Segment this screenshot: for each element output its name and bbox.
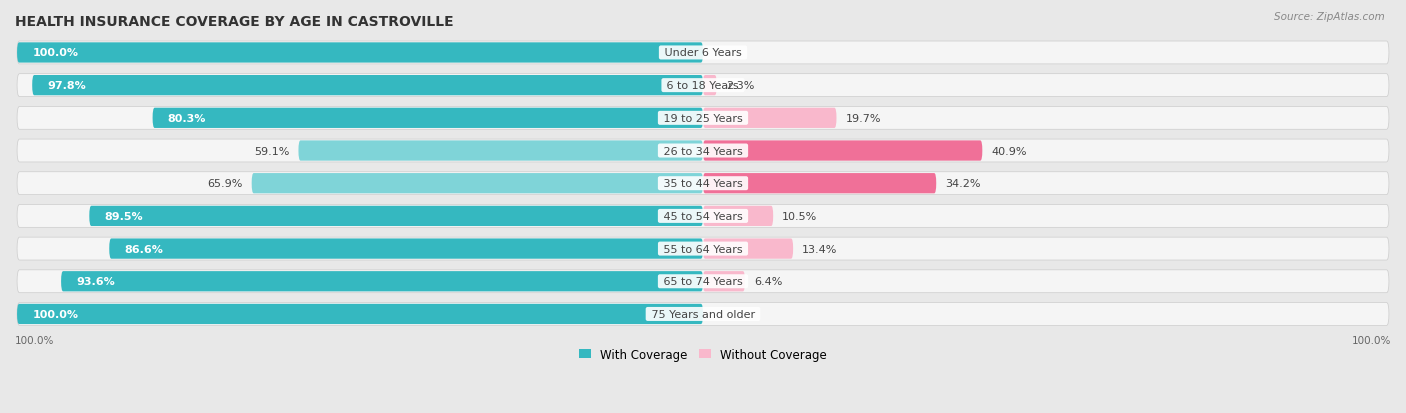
FancyBboxPatch shape (703, 76, 717, 96)
Text: 19 to 25 Years: 19 to 25 Years (659, 114, 747, 123)
Text: 80.3%: 80.3% (167, 114, 207, 123)
FancyBboxPatch shape (17, 303, 1389, 325)
FancyBboxPatch shape (703, 206, 773, 226)
Text: 93.6%: 93.6% (76, 277, 115, 287)
FancyBboxPatch shape (153, 109, 703, 129)
Text: 97.8%: 97.8% (48, 81, 86, 91)
Text: 2.3%: 2.3% (725, 81, 754, 91)
Text: 100.0%: 100.0% (15, 335, 55, 345)
FancyBboxPatch shape (17, 172, 1389, 195)
Text: 89.5%: 89.5% (104, 211, 143, 221)
FancyBboxPatch shape (90, 206, 703, 226)
FancyBboxPatch shape (110, 239, 703, 259)
Text: HEALTH INSURANCE COVERAGE BY AGE IN CASTROVILLE: HEALTH INSURANCE COVERAGE BY AGE IN CAST… (15, 15, 454, 29)
Text: 55 to 64 Years: 55 to 64 Years (659, 244, 747, 254)
FancyBboxPatch shape (17, 304, 703, 324)
Text: 26 to 34 Years: 26 to 34 Years (659, 146, 747, 156)
Text: 100.0%: 100.0% (32, 309, 79, 319)
FancyBboxPatch shape (703, 271, 745, 292)
FancyBboxPatch shape (703, 109, 837, 129)
FancyBboxPatch shape (298, 141, 703, 161)
Text: 100.0%: 100.0% (32, 48, 79, 58)
Text: 100.0%: 100.0% (1351, 335, 1391, 345)
FancyBboxPatch shape (17, 270, 1389, 293)
FancyBboxPatch shape (17, 74, 1389, 97)
Text: 86.6%: 86.6% (124, 244, 163, 254)
Text: 59.1%: 59.1% (254, 146, 290, 156)
FancyBboxPatch shape (17, 107, 1389, 130)
FancyBboxPatch shape (703, 141, 983, 161)
Legend: With Coverage, Without Coverage: With Coverage, Without Coverage (574, 343, 832, 366)
FancyBboxPatch shape (703, 239, 793, 259)
FancyBboxPatch shape (17, 237, 1389, 260)
Text: 45 to 54 Years: 45 to 54 Years (659, 211, 747, 221)
Text: 10.5%: 10.5% (782, 211, 817, 221)
FancyBboxPatch shape (60, 271, 703, 292)
Text: 75 Years and older: 75 Years and older (648, 309, 758, 319)
Text: Source: ZipAtlas.com: Source: ZipAtlas.com (1274, 12, 1385, 22)
FancyBboxPatch shape (17, 140, 1389, 163)
FancyBboxPatch shape (17, 43, 703, 64)
Text: 13.4%: 13.4% (801, 244, 838, 254)
FancyBboxPatch shape (703, 173, 936, 194)
FancyBboxPatch shape (252, 173, 703, 194)
Text: 40.9%: 40.9% (991, 146, 1026, 156)
Text: 6.4%: 6.4% (754, 277, 782, 287)
Text: 19.7%: 19.7% (845, 114, 882, 123)
FancyBboxPatch shape (32, 76, 703, 96)
Text: Under 6 Years: Under 6 Years (661, 48, 745, 58)
FancyBboxPatch shape (17, 205, 1389, 228)
Text: 34.2%: 34.2% (945, 179, 980, 189)
FancyBboxPatch shape (17, 42, 1389, 65)
Text: 35 to 44 Years: 35 to 44 Years (659, 179, 747, 189)
Text: 65.9%: 65.9% (207, 179, 243, 189)
Text: 65 to 74 Years: 65 to 74 Years (659, 277, 747, 287)
Text: 6 to 18 Years: 6 to 18 Years (664, 81, 742, 91)
